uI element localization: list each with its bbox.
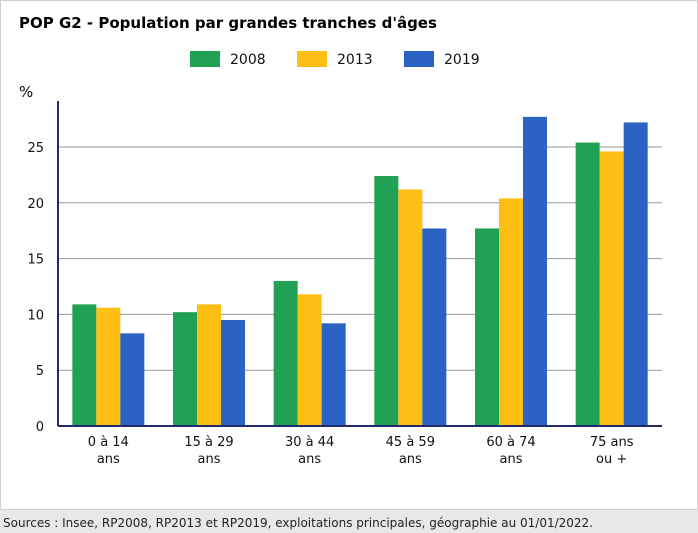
- legend-swatch-2008: [190, 51, 220, 67]
- bar-2013-3: [398, 189, 423, 426]
- legend-swatch-2019: [404, 51, 434, 67]
- y-tick-label: 20: [27, 197, 44, 212]
- source-footer: Sources : Insee, RP2008, RP2013 et RP201…: [0, 510, 698, 533]
- source-note: Sources : Insee, RP2008, RP2013 et RP201…: [3, 516, 593, 530]
- bar-2008-0: [72, 304, 97, 426]
- bar-2013-2: [297, 294, 322, 426]
- x-tick-label: 0 à 14: [88, 435, 129, 450]
- bar-2008-2: [273, 280, 298, 426]
- x-tick-label: 15 à 29: [184, 435, 233, 450]
- bar-2019-4: [523, 116, 547, 427]
- bar-2019-2: [321, 323, 346, 426]
- x-tick-label: ans: [399, 452, 422, 467]
- y-tick-label: 25: [27, 141, 44, 156]
- bar-2008-5: [575, 142, 600, 426]
- bar-chart: 0 5 10 15 20 25% 0 à 14 ans 15 à 29 ans 30 à 44 ans…: [19, 51, 662, 467]
- legend-label-2019: 2019: [444, 52, 480, 68]
- y-tick-label: 10: [27, 308, 44, 323]
- x-tick-label: 60 à 74: [486, 435, 535, 450]
- legend-label-2013: 2013: [337, 52, 373, 68]
- x-tick-label: 45 à 59: [386, 435, 435, 450]
- y-tick-label: 5: [36, 364, 44, 379]
- bar-2019-5: [623, 122, 648, 426]
- y-axis-label: %: [19, 83, 33, 101]
- y-tick-label: 0: [36, 420, 44, 435]
- bar-2008-1: [173, 312, 197, 426]
- chart-title: POP G2 - Population par grandes tranches…: [19, 14, 437, 32]
- x-tick-label: ans: [500, 452, 523, 467]
- bar-2019-0: [120, 333, 145, 426]
- bar-2008-4: [475, 228, 499, 426]
- y-tick-label: 15: [27, 253, 44, 268]
- x-tick-label: 75 ans: [590, 435, 634, 450]
- x-tick-label: ans: [298, 452, 321, 467]
- bar-2013-5: [599, 151, 624, 427]
- x-tick-label: ans: [97, 452, 120, 467]
- bar-2019-3: [422, 228, 447, 426]
- legend-swatch-2013: [297, 51, 327, 67]
- legend-label-2008: 2008: [230, 52, 266, 68]
- bar-2013-1: [197, 304, 221, 426]
- x-tick-label: ou +: [596, 452, 627, 467]
- bar-2008-3: [374, 176, 399, 426]
- bar-2013-4: [499, 198, 523, 426]
- bar-2019-1: [221, 319, 245, 426]
- x-tick-label: 30 à 44: [285, 435, 334, 450]
- x-tick-label: ans: [198, 452, 221, 467]
- bar-2013-0: [96, 307, 121, 426]
